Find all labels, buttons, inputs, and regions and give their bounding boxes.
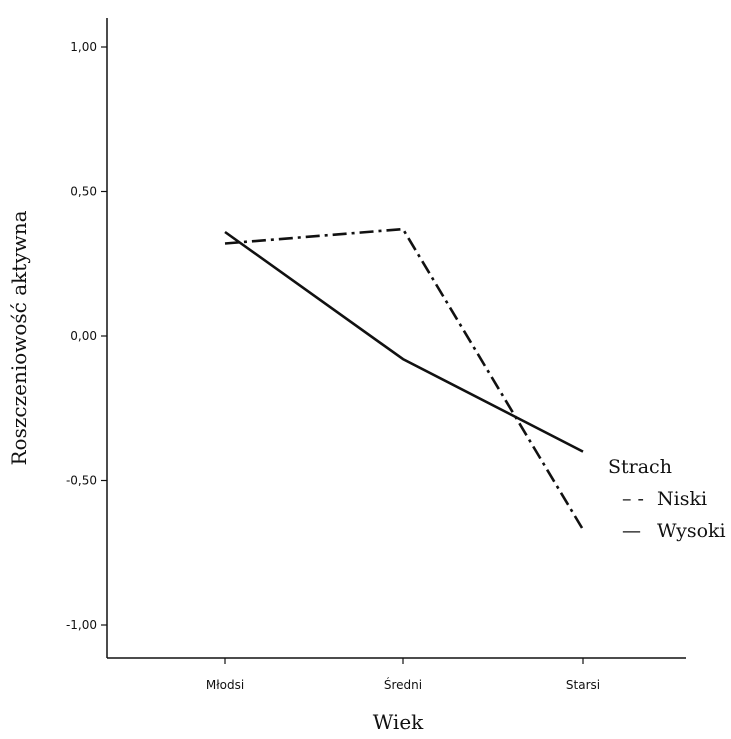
y-tick-label: -0,50 xyxy=(66,474,97,488)
y-tick-label: 0,50 xyxy=(70,185,97,199)
series-line-wysoki xyxy=(224,230,584,453)
y-tick-label: 0,00 xyxy=(70,329,97,343)
series-layer xyxy=(224,227,585,531)
x-ticks: Młodsi Średni Starsi xyxy=(206,658,600,692)
legend-label-niski: Niski xyxy=(657,488,707,510)
legend-symbol-wysoki: — xyxy=(622,520,641,542)
x-axis-title: Wiek xyxy=(373,710,424,734)
legend-label-wysoki: Wysoki xyxy=(657,520,726,542)
y-tick-label: 1,00 xyxy=(70,40,97,54)
x-tick-label: Starsi xyxy=(566,678,600,692)
y-tick-label: -1,00 xyxy=(66,618,97,632)
y-axis-title: Roszczeniowość aktywna xyxy=(7,210,31,465)
x-tick-label: Średni xyxy=(384,677,422,692)
axes xyxy=(106,18,686,659)
legend-title: Strach xyxy=(608,456,672,478)
series-line-niski xyxy=(224,227,585,531)
x-tick-label: Młodsi xyxy=(206,678,244,692)
legend: Strach – - Niski — Wysoki xyxy=(608,456,726,542)
legend-symbol-niski: – - xyxy=(622,488,644,510)
y-ticks: 1,00 0,50 0,00 -0,50 -1,00 xyxy=(66,40,107,632)
